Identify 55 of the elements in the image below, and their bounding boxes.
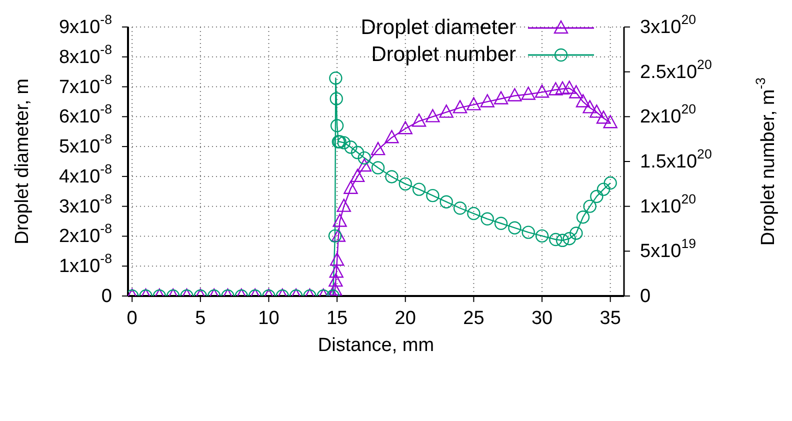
y-tick-label: 9x10$^{-8}$ <box>58 12 112 38</box>
x-tick-label: 0 <box>126 308 138 328</box>
y2-tick-label: 2.5x10$^{20}$ <box>640 56 712 82</box>
legend-label: Droplet number <box>371 42 516 68</box>
point <box>412 114 426 127</box>
point <box>357 158 372 172</box>
point <box>521 86 536 100</box>
y-tick-label: 7x10$^{-8}$ <box>58 72 112 98</box>
y-tick-label: 0 <box>101 286 112 306</box>
point <box>370 142 386 156</box>
x-tick-label: 20 <box>394 308 416 328</box>
x-tick-label: 25 <box>463 308 484 328</box>
x-tick-label: 15 <box>326 308 348 328</box>
point <box>590 104 604 118</box>
point <box>426 109 440 122</box>
y2-tick-label: 2x10$^{20}$ <box>640 102 696 128</box>
y2-tick-label: 0 <box>640 286 651 306</box>
x-tick-label: 10 <box>258 308 280 328</box>
point <box>596 110 611 124</box>
point <box>439 104 454 118</box>
point <box>384 130 399 144</box>
point <box>336 198 351 212</box>
y-tick-label: 4x10$^{-8}$ <box>58 161 112 187</box>
y-tick-label: 8x10$^{-8}$ <box>58 42 112 68</box>
point <box>344 180 358 194</box>
y-axis-title: Droplet diameter, m <box>12 78 32 244</box>
point <box>534 84 550 98</box>
y2-tick-label: 3x10$^{20}$ <box>640 12 696 38</box>
point <box>548 82 563 96</box>
point <box>494 91 508 104</box>
y2-tick-label: 1.5x10$^{20}$ <box>640 146 712 172</box>
y-tick-label: 1x10$^{-8}$ <box>58 251 112 277</box>
legend-label: Droplet diameter <box>360 15 516 41</box>
y-tick-label: 2x10$^{-8}$ <box>58 221 112 247</box>
x-tick-label: 5 <box>195 308 206 328</box>
point <box>398 121 412 134</box>
point <box>466 97 481 110</box>
y2-tick-label: 5x10$^{19}$ <box>640 236 696 262</box>
y-tick-label: 6x10$^{-8}$ <box>58 102 112 128</box>
point <box>452 100 468 114</box>
point <box>555 81 570 94</box>
point <box>480 94 494 108</box>
point <box>603 115 618 128</box>
point <box>350 168 365 182</box>
point <box>508 88 522 102</box>
point <box>582 100 597 114</box>
y-tick-label: 5x10$^{-8}$ <box>58 132 112 158</box>
point <box>576 94 590 108</box>
point <box>562 80 576 94</box>
x-tick-label: 35 <box>600 308 621 328</box>
x-axis-title: Distance, mm <box>318 335 434 356</box>
point <box>569 85 584 98</box>
x-tick-label: 30 <box>531 308 553 328</box>
y2-tick-label: 1x10$^{20}$ <box>640 191 696 217</box>
y-tick-label: 3x10$^{-8}$ <box>58 191 112 217</box>
